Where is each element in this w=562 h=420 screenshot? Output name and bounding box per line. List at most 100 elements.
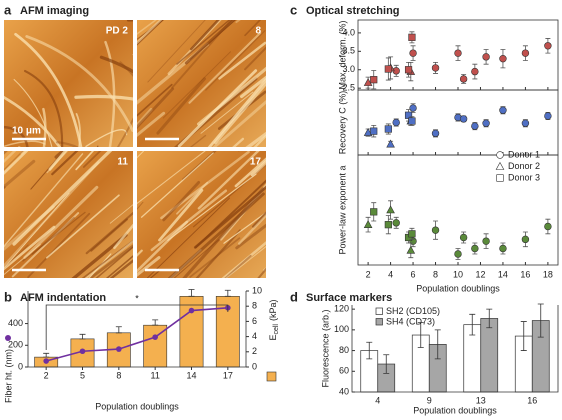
legend-marker [375,307,383,315]
y-tick-label: 4.0 [342,27,355,37]
fiber-texture [167,192,265,278]
fiber-texture [71,233,128,278]
fiber-texture [84,240,133,278]
x-tick-label: 4 [375,395,380,405]
error-bar [188,289,195,297]
x-axis-label: Population doublings [416,283,500,293]
afm-image [137,20,266,147]
fiber-texture [4,225,56,271]
fiber-texture [205,30,266,91]
point [482,53,490,61]
y2-axis-label: Ecell (kPa) [268,299,279,340]
error-bar [383,354,390,374]
point [521,49,530,57]
point [386,205,395,214]
point [482,237,490,245]
x-tick-label: 2 [44,370,49,380]
fiber-texture [244,20,262,37]
fiber-texture [189,134,207,147]
line-point [188,307,195,314]
panel-title: AFM indentation [20,292,106,304]
y2-label-part: (kPa) [268,299,278,321]
fiber-texture [74,94,133,101]
fiber-texture [95,246,133,278]
fiber-texture [22,211,86,262]
panel-title: AFM imaging [20,5,89,17]
point [363,78,373,86]
point [404,66,413,74]
fiber-texture [189,20,220,51]
fiber-texture [4,153,84,248]
fiber-texture [197,151,260,210]
fiber-texture [137,20,163,45]
fiber-texture [109,204,133,224]
legend-label: SH4 (CD73) [386,316,435,326]
point [454,49,462,57]
point [384,221,392,229]
panel-title: Surface markers [306,292,392,304]
fiber-texture [119,61,133,77]
fiber-texture [221,241,266,278]
line-point [43,358,49,364]
y-tick-label: 100 [334,324,349,334]
fiber-texture [42,107,47,147]
point [459,233,468,242]
fiber-texture [4,95,62,147]
x-tick-label: 14 [186,370,196,380]
point [544,112,552,120]
fiber-texture [162,180,201,222]
fiber-texture [173,77,258,147]
image-label: 11 [117,157,128,168]
x-tick-label: 16 [527,395,537,405]
y-tick-label: 120 [334,304,349,314]
point [431,226,440,234]
legend-marker [496,174,504,182]
x-axis-label: Population doublings [413,405,497,415]
fiber-texture [147,20,206,83]
afm-image [137,88,367,278]
afm-image [4,151,133,278]
point [499,244,507,253]
x-tick-label: 6 [411,269,416,279]
image-label: PD 2 [106,26,129,37]
fiber-texture [82,151,102,168]
fiber-texture [238,213,266,245]
line-point [79,348,86,355]
fiber-texture [105,255,133,278]
point [370,76,378,84]
x-tick-label: 12 [475,269,485,279]
fiber-texture [137,111,166,137]
fiber-texture [14,32,83,147]
fiber-texture [188,32,262,104]
fiber-texture [27,212,91,278]
x-tick-label: 8 [116,370,121,380]
error-bar [434,329,441,360]
fiber-texture [90,218,128,252]
x-tick-label: 13 [476,395,486,405]
fiber-texture [137,256,161,277]
fiber-texture [225,245,266,278]
fiber-texture [149,269,162,278]
point [363,127,373,136]
panel-letter: a [4,2,12,17]
y-tick-label: 400 [8,318,23,328]
y-axis-label: Fluorescence (arb.) [320,309,330,387]
image-label: 8 [255,26,261,37]
fiber-texture [268,88,344,169]
legend-label: Donor 1 [508,149,540,159]
y2-label-part: E [268,335,278,341]
y-tick-label: 200 [8,340,23,350]
fiber-texture [273,88,367,187]
fiber-texture [25,35,133,132]
point [392,118,400,127]
point [409,49,417,57]
point [544,42,552,50]
panel-title: Optical stretching [306,5,400,17]
error-bar [520,321,527,351]
point [459,115,468,123]
point [408,33,416,41]
error-bar [366,341,373,360]
fiber-texture [31,216,75,255]
fiber-texture [137,151,206,205]
fiber-texture [213,81,266,145]
